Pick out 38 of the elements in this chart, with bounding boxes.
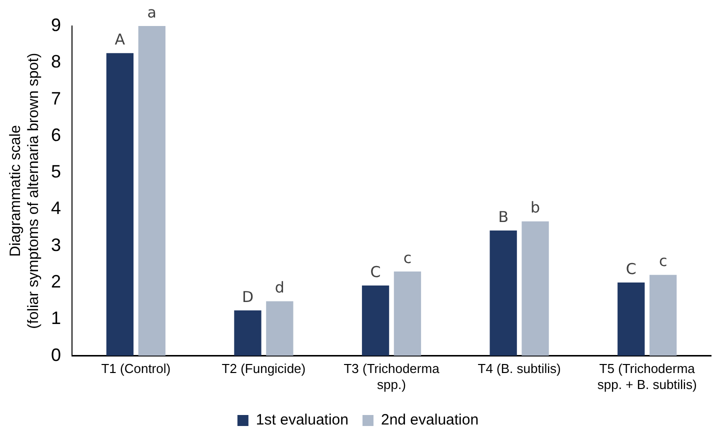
x-tick-label: T1 (Control) [101, 361, 171, 376]
bar [138, 26, 166, 356]
bar [234, 310, 262, 356]
data-label: C [626, 260, 636, 278]
y-tick-label: 4 [50, 198, 62, 218]
bar [618, 282, 645, 356]
data-label: D [242, 288, 254, 306]
data-label: B [498, 208, 508, 226]
y-tick-label: 2 [50, 271, 62, 292]
bar [649, 274, 677, 356]
legend-label: 1st evaluation [256, 412, 349, 429]
y-tick-label: 8 [50, 52, 62, 72]
x-tick-label: T4 (B. subtilis) [478, 361, 561, 376]
data-label: b [530, 198, 540, 217]
x-tick-label: T3 (Trichoderma spp.) [344, 361, 440, 392]
data-label: d [274, 278, 284, 297]
data-label: c [403, 248, 412, 267]
data-label: c [658, 252, 668, 270]
y-tick-label: 0 [50, 344, 62, 365]
data-label: A [114, 30, 126, 49]
y-tick-label: 9 [50, 14, 62, 35]
y-tick-label: 5 [50, 162, 62, 182]
x-tick-label: T2 (Fungicide) [222, 361, 306, 376]
y-tick-label: 1 [50, 308, 62, 328]
x-tick-label: T5 (Trichoderma spp. + B. subtilis) [597, 361, 697, 392]
bar [490, 230, 517, 356]
data-label: a [147, 3, 156, 22]
data-label: C [370, 262, 381, 281]
bar [522, 221, 549, 356]
y-tick-label: 6 [50, 124, 62, 145]
y-tick-label: 7 [50, 88, 62, 108]
y-tick-label: 3 [50, 234, 62, 255]
bar [106, 53, 134, 356]
y-axis-title: Diagrammatic scale (foliar symptoms of alternaria brown spot) [7, 52, 42, 329]
bar [362, 285, 390, 356]
bar [394, 272, 422, 356]
bar [266, 301, 294, 356]
legend-label: 2nd evaluation [380, 412, 479, 429]
